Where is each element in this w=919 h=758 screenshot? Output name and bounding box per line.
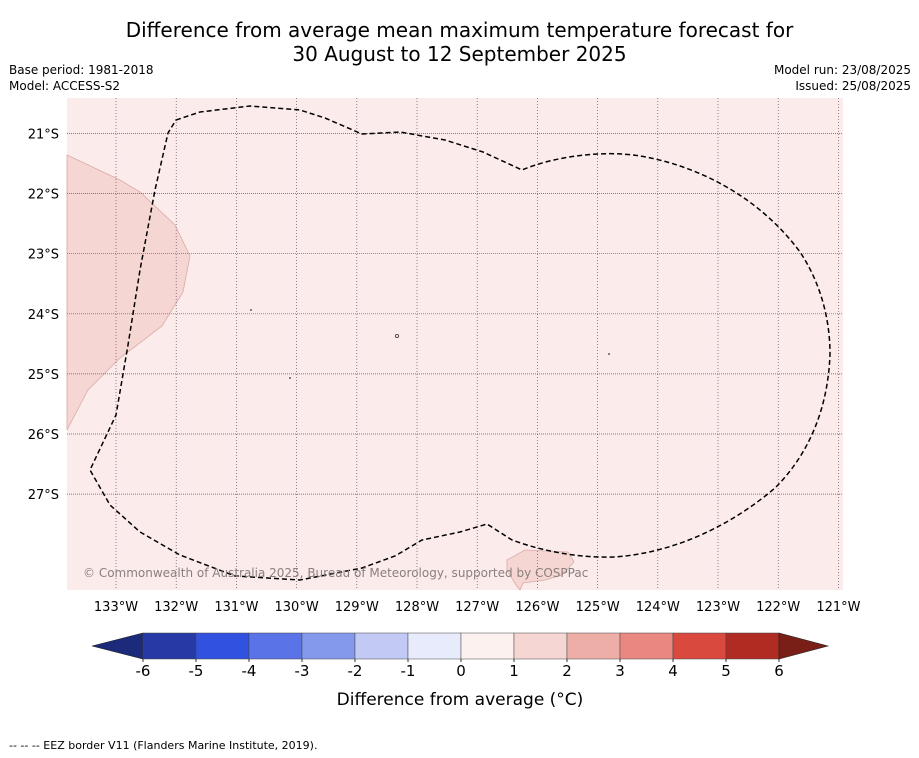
colorbar-tick-label: 2 (562, 662, 572, 680)
island-marker (250, 309, 252, 311)
longitude-label: 132°W (154, 600, 198, 615)
longitude-label: 129°W (335, 600, 379, 615)
latitude-label: 23°S (28, 248, 59, 263)
map-title-line2: 30 August to 12 September 2025 (292, 42, 627, 66)
base-period-text: Base period: 1981-2018 (9, 63, 154, 77)
colorbar-swatch (248, 632, 303, 660)
warm-anomaly-patch-west (66, 154, 191, 431)
colorbar-under-triangle (91, 632, 144, 660)
colorbar-tick-label: 4 (668, 662, 678, 680)
colorbar-swatch (513, 632, 568, 660)
colorbar-swatch (142, 632, 197, 660)
graticule (67, 98, 843, 590)
meta-right: Model run: 23/08/2025 Issued: 25/08/2025 (774, 62, 911, 94)
colorbar-swatch (301, 632, 356, 660)
colorbar-swatch (407, 632, 462, 660)
model-run-text: Model run: 23/08/2025 (773, 63, 911, 77)
colorbar-swatch (566, 632, 621, 660)
island-marker (289, 377, 291, 379)
eez-border (89, 105, 831, 581)
map-title: Difference from average mean maximum tem… (0, 18, 919, 66)
colorbar-tick-label: -4 (242, 662, 257, 680)
colorbar-tick-label: -5 (189, 662, 204, 680)
latitude-labels: 21°S 22°S 23°S 24°S 25°S 26°S 27°S (28, 128, 59, 504)
longitude-label: 125°W (576, 600, 620, 615)
colorbar-tick-label: 5 (721, 662, 731, 680)
longitude-label: 127°W (455, 600, 499, 615)
colorbar-swatch (725, 632, 780, 660)
map-title-line1: Difference from average mean maximum tem… (125, 18, 794, 42)
longitude-label: 124°W (636, 600, 680, 615)
colorbar-swatch (354, 632, 409, 660)
longitude-label: 121°W (816, 600, 860, 615)
colorbar-tick-label: -6 (136, 662, 151, 680)
map-background (67, 98, 843, 590)
colorbar-tick-label: 3 (615, 662, 625, 680)
colorbar-tick-label: -2 (348, 662, 363, 680)
issued-text: Issued: 25/08/2025 (795, 79, 911, 93)
longitude-label: 122°W (756, 600, 800, 615)
colorbar-tick-label: 6 (774, 662, 784, 680)
copyright-watermark: © Commonwealth of Australia 2025, Bureau… (83, 566, 588, 580)
longitude-label: 133°W (94, 600, 138, 615)
colorbar-tick-label: 0 (456, 662, 466, 680)
model-text: Model: ACCESS-S2 (9, 79, 121, 93)
colorbar-tick-label: -3 (295, 662, 310, 680)
longitude-label: 123°W (696, 600, 740, 615)
island-marker (608, 353, 610, 355)
island-marker (394, 333, 399, 338)
longitude-labels: 133°W 132°W 131°W 130°W 129°W 128°W 127°W 126°W… (94, 600, 861, 615)
latitude-label: 22°S (28, 188, 59, 203)
colorbar-swatch (460, 632, 515, 660)
warm-anomaly-patch-south (506, 549, 575, 591)
longitude-label: 128°W (395, 600, 439, 615)
longitude-label: 131°W (214, 600, 258, 615)
latitude-label: 24°S (28, 308, 59, 323)
colorbar-tick-label: -1 (401, 662, 416, 680)
latitude-label: 27°S (28, 488, 59, 503)
colorbar: -6 -5 -4 -3 -2 -1 0 1 2 3 4 5 6 (91, 632, 830, 680)
eez-footnote: -- -- -- EEZ border V11 (Flanders Marine… (9, 739, 318, 752)
colorbar-title: Difference from average (°C) (337, 690, 584, 710)
colorbar-swatch (195, 632, 250, 660)
colorbar-swatch (619, 632, 674, 660)
latitude-label: 25°S (28, 368, 59, 383)
longitude-label: 126°W (515, 600, 559, 615)
latitude-label: 26°S (28, 428, 59, 443)
meta-left: Base period: 1981-2018 Model: ACCESS-S2 (9, 62, 154, 94)
latitude-label: 21°S (28, 128, 59, 143)
colorbar-over-triangle (778, 632, 830, 660)
colorbar-tick-label: 1 (509, 662, 519, 680)
longitude-label: 130°W (275, 600, 319, 615)
colorbar-swatch (672, 632, 727, 660)
